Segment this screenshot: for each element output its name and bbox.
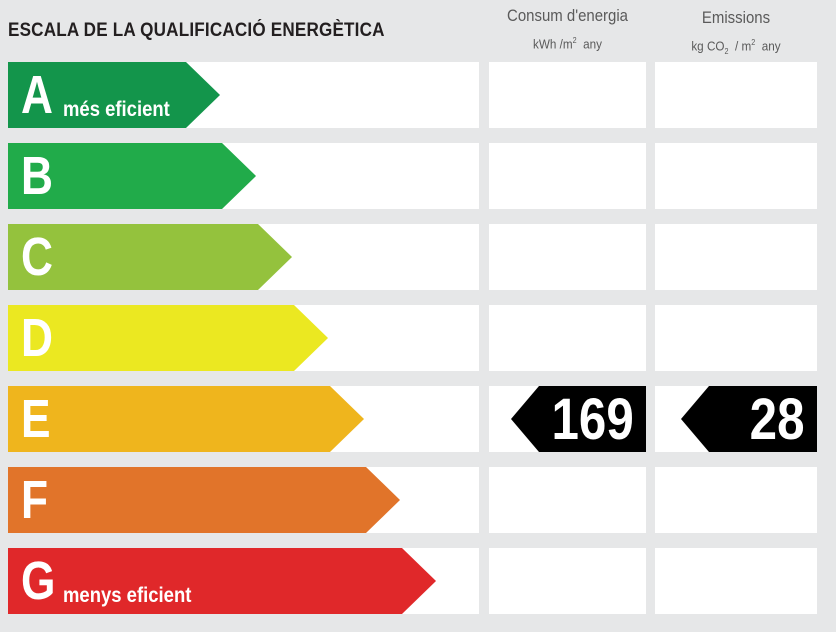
class-cell: E	[8, 386, 479, 452]
class-arrow-d: D	[8, 305, 328, 371]
class-arrow-b: B	[8, 143, 256, 209]
class-cell: C	[8, 224, 479, 290]
consum-cell	[489, 305, 646, 371]
class-letter: A	[21, 65, 53, 125]
class-letter: B	[21, 146, 53, 206]
class-arrow-e: E	[8, 386, 364, 452]
consum-value: 169	[551, 387, 634, 452]
class-letter: F	[21, 470, 49, 530]
emissions-title: Emissions	[701, 8, 771, 27]
emissions-cell	[655, 305, 817, 371]
emissions-cell: 28	[655, 386, 817, 452]
class-letter: E	[21, 389, 51, 449]
emissions-cell	[655, 62, 817, 128]
scale-row-e: E 169 28	[0, 386, 836, 452]
class-letter: D	[21, 308, 53, 368]
page-title: ESCALA DE LA QUALIFICACIÓ ENERGÈTICA	[8, 20, 385, 41]
emissions-cell	[655, 467, 817, 533]
class-arrow-f: F	[8, 467, 400, 533]
class-arrow-c: C	[8, 224, 292, 290]
scale-row-c: C	[0, 224, 836, 290]
emissions-cell	[655, 224, 817, 290]
emissions-cell	[655, 143, 817, 209]
consum-title: Consum d'energia	[507, 6, 628, 25]
class-letter: G	[21, 551, 56, 611]
emissions-cell	[655, 548, 817, 614]
consum-rating-indicator: 169	[511, 386, 646, 452]
class-cell: D	[8, 305, 479, 371]
class-description: menys eficient	[63, 584, 192, 607]
consum-column-header: Consum d'energia kWh /m2 any	[489, 6, 646, 53]
emissions-rating-indicator: 28	[681, 386, 817, 452]
class-description: més eficient	[63, 98, 170, 121]
class-cell: B	[8, 143, 479, 209]
consum-unit: kWh /m2 any	[532, 36, 603, 52]
scale-row-f: F	[0, 467, 836, 533]
consum-cell	[489, 143, 646, 209]
emissions-column-header: Emissions kg CO2 / m2 any	[655, 8, 817, 61]
consum-cell	[489, 467, 646, 533]
class-cell: F	[8, 467, 479, 533]
emissions-value: 28	[750, 387, 805, 452]
scale-row-b: B	[0, 143, 836, 209]
class-letter: C	[21, 227, 53, 287]
consum-cell	[489, 62, 646, 128]
consum-cell: 169	[489, 386, 646, 452]
scale-row-d: D	[0, 305, 836, 371]
emissions-unit: kg CO2 / m2 any	[691, 38, 781, 56]
consum-cell	[489, 224, 646, 290]
consum-cell	[489, 548, 646, 614]
